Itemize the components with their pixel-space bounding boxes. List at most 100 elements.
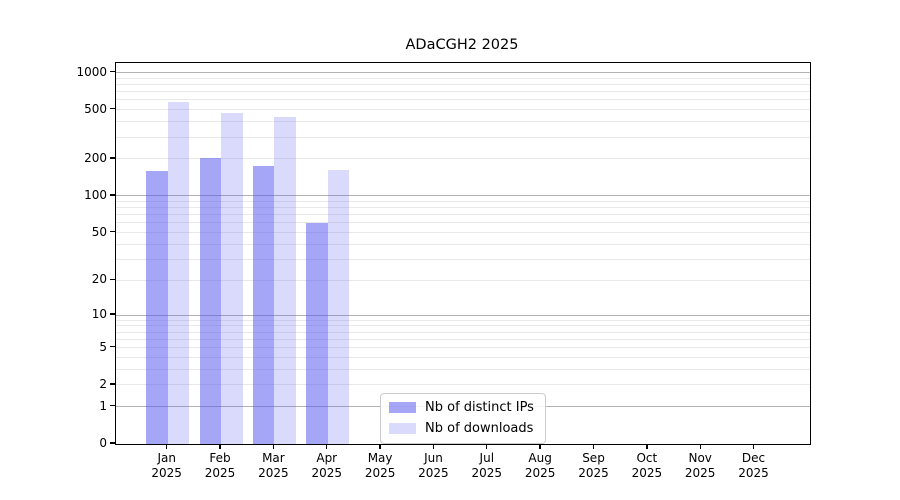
y-tick-label: 1000 (76, 64, 107, 79)
bar-downloads (167, 101, 190, 444)
gridline-minor (116, 99, 810, 101)
y-tick-mark (110, 194, 115, 196)
gridline-minor (116, 319, 810, 321)
legend-label-downloads: Nb of downloads (425, 421, 534, 436)
y-tick-mark (110, 313, 115, 315)
bar-distinct-ips (146, 171, 168, 444)
x-tick-year: 2025 (738, 465, 769, 480)
x-tick-mark (752, 444, 755, 449)
x-tick-mark (379, 444, 381, 449)
bar-downloads (327, 169, 350, 444)
x-tick-year: 2025 (471, 465, 503, 480)
x-tick-year: 2025 (684, 465, 716, 480)
gridline-minor (116, 136, 810, 138)
x-tick-month: Nov (688, 451, 712, 465)
x-tick-label: Nov 2025 (670, 451, 730, 480)
y-tick-mark (110, 383, 115, 385)
gridline-minor (116, 200, 810, 202)
x-tick-label: Jun 2025 (403, 451, 463, 480)
legend-label-distinct-ips: Nb of distinct IPs (425, 400, 534, 415)
gridline-minor (116, 368, 810, 370)
x-tick-month: Feb (209, 451, 231, 465)
gridline-major (116, 72, 810, 74)
x-tick-mark (486, 444, 488, 449)
gridline-minor (116, 279, 810, 281)
x-tick-label: May 2025 (350, 451, 410, 480)
y-tick-mark (110, 230, 115, 233)
gridline-major (116, 195, 810, 197)
x-tick-month: Aug (528, 451, 552, 465)
gridline-minor (116, 331, 810, 333)
y-tick-mark (110, 70, 115, 73)
gridline-minor (116, 356, 810, 358)
gridline-minor (116, 258, 810, 260)
x-tick-label: Sep 2025 (564, 451, 624, 480)
x-tick-label: Jul 2025 (457, 451, 517, 480)
y-tick-mark (110, 345, 115, 348)
gridline-minor (116, 207, 810, 209)
gridline-minor (116, 384, 810, 386)
x-tick-label: Aug 2025 (510, 451, 570, 480)
x-tick-year: 2025 (418, 465, 449, 480)
bar-distinct-ips (252, 166, 275, 444)
y-tick-mark (110, 405, 115, 407)
plot-area: Nb of distinct IPs Nb of downloads (115, 62, 811, 445)
legend-entry-downloads: Nb of downloads (389, 421, 534, 436)
x-tick-mark (592, 444, 595, 449)
x-tick-year: 2025 (578, 465, 609, 480)
x-tick-year: 2025 (204, 465, 236, 480)
x-tick-mark (432, 444, 435, 449)
y-tick-label: 10 (91, 307, 107, 322)
bar-distinct-ips (199, 158, 222, 444)
x-tick-label: Dec 2025 (724, 451, 784, 480)
x-tick-mark (699, 444, 701, 449)
y-tick-mark (110, 108, 115, 110)
x-tick-mark (272, 444, 275, 449)
x-tick-year: 2025 (524, 465, 556, 480)
gridline-minor (116, 109, 810, 111)
x-tick-label: Jan 2025 (137, 451, 197, 480)
x-tick-month: Dec (741, 451, 766, 465)
y-tick-label: 50 (91, 224, 107, 239)
x-tick-month: Apr (316, 451, 338, 465)
y-tick-label: 0 (99, 436, 107, 450)
y-tick-label: 1 (99, 398, 107, 413)
gridline-minor (116, 77, 810, 79)
y-tick-label: 2 (99, 376, 107, 391)
gridline-minor (116, 84, 810, 86)
y-tick-label: 100 (84, 187, 107, 202)
legend-entry-distinct-ips: Nb of distinct IPs (389, 400, 534, 415)
y-tick-label: 20 (91, 272, 107, 287)
legend-swatch-downloads (389, 423, 416, 434)
y-tick-mark (110, 278, 115, 280)
x-tick-mark (166, 444, 168, 449)
legend: Nb of distinct IPs Nb of downloads (380, 393, 546, 444)
x-tick-month: May (367, 451, 393, 465)
x-tick-month: Oct (636, 451, 658, 465)
x-tick-month: Jan (157, 451, 176, 465)
bar-downloads (274, 116, 296, 444)
x-tick-label: Feb 2025 (190, 451, 250, 480)
x-tick-mark (646, 444, 648, 449)
y-tick-mark (110, 157, 115, 159)
x-tick-month: Sep (582, 451, 605, 465)
x-tick-mark (219, 444, 221, 449)
y-tick-mark (110, 442, 115, 444)
gridline-minor (116, 338, 810, 340)
gridline-minor (116, 347, 810, 349)
bar-downloads (221, 112, 243, 444)
x-tick-month: Mar (262, 451, 285, 465)
legend-swatch-distinct-ips (389, 402, 416, 413)
gridline-minor (116, 121, 810, 123)
x-tick-month: Jul (479, 451, 495, 465)
x-tick-month: Jun (424, 451, 443, 465)
x-tick-year: 2025 (151, 465, 182, 480)
gridline-minor (116, 222, 810, 224)
gridline-minor (116, 158, 810, 160)
x-tick-year: 2025 (364, 465, 396, 480)
x-tick-label: Apr 2025 (297, 451, 357, 480)
chart-title: ADaCGH2 2025 (405, 37, 519, 53)
x-tick-year: 2025 (311, 465, 343, 480)
gridline-minor (116, 325, 810, 327)
